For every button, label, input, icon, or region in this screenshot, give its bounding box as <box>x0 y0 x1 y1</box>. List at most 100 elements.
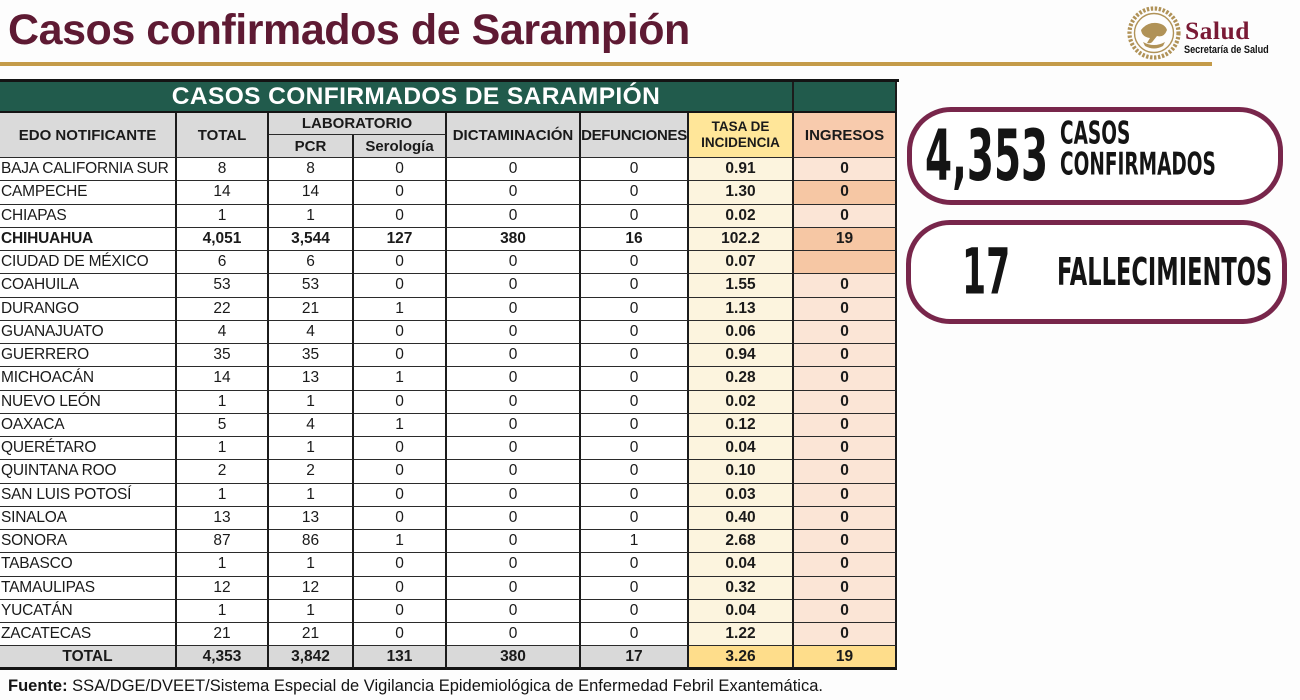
row-3-dictaminacion: 380 <box>447 227 581 251</box>
col-header-tasa-incidencia: TASA DE INCIDENCIA <box>689 113 794 158</box>
row-8-serologia: 0 <box>354 344 447 368</box>
total-row-total: 4,353 <box>177 646 269 670</box>
source-note-prefix: Fuente: <box>8 677 68 695</box>
row-10-total: 1 <box>177 390 269 414</box>
row-10-serologia: 0 <box>354 390 447 414</box>
col-header-edo-notificante: EDO NOTIFICANTE <box>0 113 177 158</box>
row-4-total: 6 <box>177 251 269 275</box>
row-1-dictaminacion: 0 <box>447 181 581 205</box>
row-13-state: QUINTANA ROO <box>0 460 177 484</box>
table-banner-right <box>794 82 897 113</box>
row-18-state: TAMAULIPAS <box>0 576 177 600</box>
row-4-serologia: 0 <box>354 251 447 275</box>
row-5-ingresos: 0 <box>794 274 897 298</box>
row-19-pcr: 1 <box>269 599 354 623</box>
row-17-defunciones: 0 <box>581 553 689 577</box>
row-10-defunciones: 0 <box>581 390 689 414</box>
tasa-header-line1: TASA DE <box>711 119 770 134</box>
row-17-dictaminacion: 0 <box>447 553 581 577</box>
total-row-defunciones: 17 <box>581 646 689 670</box>
row-17-pcr: 1 <box>269 553 354 577</box>
cases-table: CASOS CONFIRMADOS DE SARAMPIÓN EDO NOTIF… <box>0 79 899 670</box>
row-11-serologia: 1 <box>354 413 447 437</box>
row-10-tasa: 0.02 <box>689 390 794 414</box>
row-20-total: 21 <box>177 623 269 647</box>
row-15-state: SINALOA <box>0 506 177 530</box>
row-11-defunciones: 0 <box>581 413 689 437</box>
row-11-tasa: 0.12 <box>689 413 794 437</box>
row-3-serologia: 127 <box>354 227 447 251</box>
col-header-defunciones: DEFUNCIONES <box>581 113 689 158</box>
row-2-pcr: 1 <box>269 204 354 228</box>
row-14-defunciones: 0 <box>581 483 689 507</box>
col-header-ingresos: INGRESOS <box>794 113 897 158</box>
row-12-tasa: 0.04 <box>689 437 794 461</box>
row-11-dictaminacion: 0 <box>447 413 581 437</box>
row-1-state: CAMPECHE <box>0 181 177 205</box>
row-13-tasa: 0.10 <box>689 460 794 484</box>
row-13-dictaminacion: 0 <box>447 460 581 484</box>
row-15-ingresos: 0 <box>794 506 897 530</box>
row-11-total: 5 <box>177 413 269 437</box>
row-6-state: DURANGO <box>0 297 177 321</box>
row-4-ingresos <box>794 251 897 275</box>
deaths-label: FALLECIMIENTOS <box>1057 250 1273 294</box>
row-6-defunciones: 0 <box>581 297 689 321</box>
row-14-total: 1 <box>177 483 269 507</box>
row-14-serologia: 0 <box>354 483 447 507</box>
row-2-total: 1 <box>177 204 269 228</box>
row-18-total: 12 <box>177 576 269 600</box>
row-18-serologia: 0 <box>354 576 447 600</box>
col-header-laboratorio: LABORATORIO <box>269 113 447 135</box>
row-20-tasa: 1.22 <box>689 623 794 647</box>
row-20-serologia: 0 <box>354 623 447 647</box>
row-0-state: BAJA CALIFORNIA SUR <box>0 158 177 182</box>
row-11-ingresos: 0 <box>794 413 897 437</box>
row-9-dictaminacion: 0 <box>447 367 581 391</box>
row-17-serologia: 0 <box>354 553 447 577</box>
row-16-total: 87 <box>177 530 269 554</box>
row-7-tasa: 0.06 <box>689 320 794 344</box>
row-20-ingresos: 0 <box>794 623 897 647</box>
col-header-dictaminacion: DICTAMINACIÓN <box>447 113 581 158</box>
row-3-ingresos: 19 <box>794 227 897 251</box>
total-row-tasa: 3.26 <box>689 646 794 670</box>
row-6-tasa: 1.13 <box>689 297 794 321</box>
row-19-tasa: 0.04 <box>689 599 794 623</box>
confirmed-cases-badge: 4,353 CASOS CONFIRMADOS <box>907 107 1283 205</box>
row-5-pcr: 53 <box>269 274 354 298</box>
row-19-total: 1 <box>177 599 269 623</box>
row-13-defunciones: 0 <box>581 460 689 484</box>
row-14-ingresos: 0 <box>794 483 897 507</box>
row-12-total: 1 <box>177 437 269 461</box>
row-9-pcr: 13 <box>269 367 354 391</box>
row-0-pcr: 8 <box>269 158 354 182</box>
row-19-dictaminacion: 0 <box>447 599 581 623</box>
row-18-ingresos: 0 <box>794 576 897 600</box>
row-16-ingresos: 0 <box>794 530 897 554</box>
row-2-tasa: 0.02 <box>689 204 794 228</box>
logo-subtitle: Secretaría de Salud <box>1184 44 1269 56</box>
row-20-pcr: 21 <box>269 623 354 647</box>
row-9-state: MICHOACÁN <box>0 367 177 391</box>
col-header-pcr: PCR <box>269 135 354 158</box>
row-3-state: CHIHUAHUA <box>0 227 177 251</box>
row-15-total: 13 <box>177 506 269 530</box>
row-8-dictaminacion: 0 <box>447 344 581 368</box>
row-14-state: SAN LUIS POTOSÍ <box>0 483 177 507</box>
row-6-serologia: 1 <box>354 297 447 321</box>
row-7-defunciones: 0 <box>581 320 689 344</box>
row-10-state: NUEVO LEÓN <box>0 390 177 414</box>
row-14-tasa: 0.03 <box>689 483 794 507</box>
row-12-serologia: 0 <box>354 437 447 461</box>
row-16-defunciones: 1 <box>581 530 689 554</box>
row-6-dictaminacion: 0 <box>447 297 581 321</box>
row-16-dictaminacion: 0 <box>447 530 581 554</box>
confirmed-cases-count: 4,353 <box>925 115 1049 197</box>
row-7-total: 4 <box>177 320 269 344</box>
row-16-serologia: 1 <box>354 530 447 554</box>
gold-divider <box>0 62 1212 66</box>
row-1-serologia: 0 <box>354 181 447 205</box>
row-12-ingresos: 0 <box>794 437 897 461</box>
